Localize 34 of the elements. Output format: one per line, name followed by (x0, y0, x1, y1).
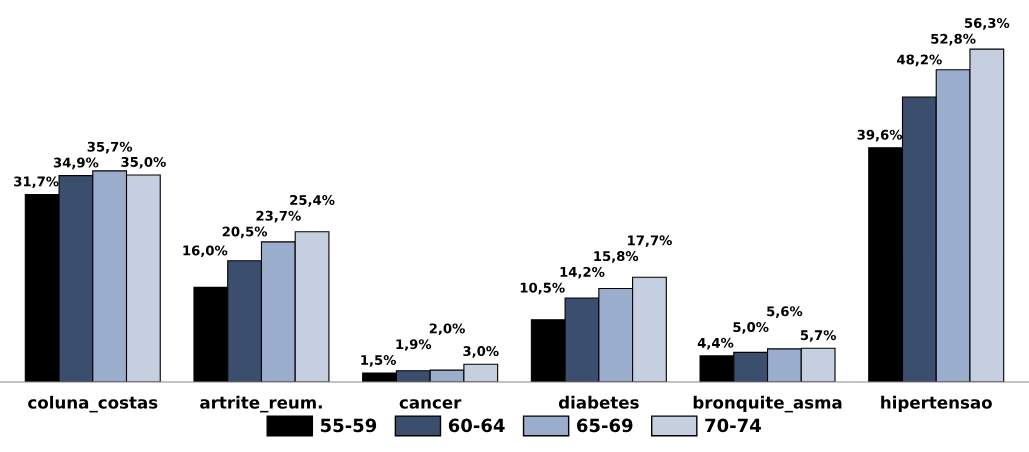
data-label: 56,3% (964, 18, 1010, 30)
legend-label: 55-59 (320, 418, 377, 433)
data-label: 39,6% (857, 129, 903, 142)
legend-label: 65-69 (577, 418, 633, 433)
data-label: 5,0% (733, 322, 769, 334)
x-tick-label: coluna_costas (28, 395, 158, 413)
legend-label: 70-74 (705, 418, 761, 433)
data-label: 1,5% (361, 354, 396, 367)
x-tick-label: diabetes (558, 395, 639, 409)
data-label: 5,6% (767, 306, 803, 318)
data-label: 1,9% (396, 339, 432, 351)
data-label: 2,0% (429, 323, 465, 336)
data-label: 14,2% (560, 266, 605, 279)
data-label: 3,0% (463, 346, 499, 358)
data-label: 10,5% (520, 282, 565, 295)
data-label: 17,7% (628, 235, 672, 248)
legend-label: 60-64 (448, 418, 505, 433)
x-tick-label: hipertensao (881, 395, 992, 412)
data-label: 4,4% (697, 337, 734, 350)
data-label: 34,9% (53, 157, 99, 170)
data-label: 15,8% (594, 251, 639, 263)
data-label: 5,7% (800, 330, 837, 342)
data-label: 31,7% (14, 176, 59, 189)
data-label: 52,8% (931, 33, 976, 46)
data-label: 25,4% (290, 194, 335, 207)
x-tick-label: cancer (399, 399, 462, 409)
data-label: 35,7% (87, 141, 133, 154)
data-label: 20,5% (222, 226, 268, 239)
data-label: 48,2% (897, 54, 942, 67)
data-label: 16,0% (183, 245, 228, 258)
data-label: 35,0% (121, 156, 166, 169)
data-label: 23,7% (256, 210, 301, 223)
x-tick-label: artrite_reum. (200, 395, 322, 413)
x-tick-label: bronquite_asma (693, 395, 842, 413)
